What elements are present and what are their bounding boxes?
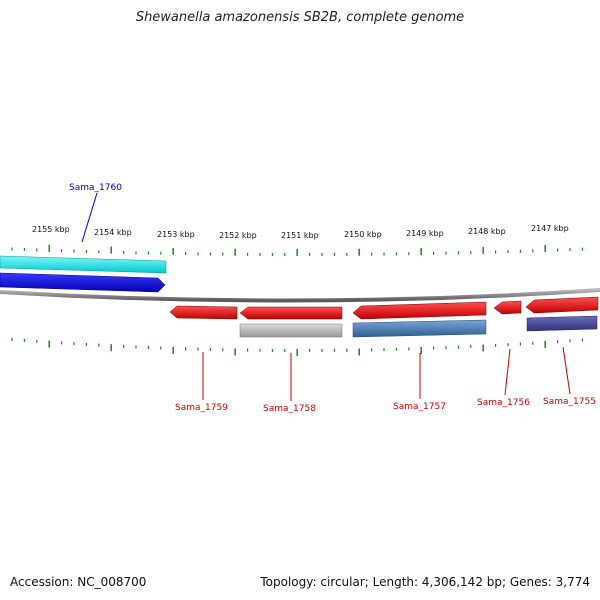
tick-label: 2150 kbp: [344, 230, 382, 239]
tick-label: 2154 kbp: [94, 228, 132, 237]
forward-strand-features: [0, 255, 167, 293]
gene-label-sama-1760[interactable]: Sama_1760: [69, 183, 122, 193]
tick-label: 2152 kbp: [219, 231, 257, 240]
feature-cds-sama-1755[interactable]: [525, 296, 599, 314]
feature-cds-sama-1757[interactable]: [352, 301, 487, 320]
leader-line: [504, 348, 511, 396]
feature-cds-sama-1759[interactable]: [169, 305, 238, 320]
tick-label: 2148 kbp: [468, 227, 506, 236]
genome-summary-text: Topology: circular; Length: 4,306,142 bp…: [260, 575, 590, 589]
feature-cds-sama-1758[interactable]: [239, 306, 343, 320]
leader-line: [562, 346, 571, 395]
genome-title: Shewanella amazonensis SB2B, complete ge…: [135, 10, 465, 25]
tick-labels: 2155 kbp 2154 kbp 2153 kbp 2152 kbp 2151…: [32, 224, 569, 240]
feature-rna-cyan[interactable]: [0, 255, 167, 274]
feature-cds-sama-1760[interactable]: [0, 272, 166, 293]
gene-label-sama-1755[interactable]: Sama_1755: [543, 397, 596, 407]
gene-labels: Sama_1760 Sama_1759 Sama_1758 Sama_1757 …: [69, 183, 596, 414]
tick-ruler-top: [11, 244, 584, 256]
tick-label: 2149 kbp: [406, 229, 444, 238]
tick-label: 2151 kbp: [281, 231, 319, 240]
gene-label-sama-1757[interactable]: Sama_1757: [393, 402, 446, 412]
tick-label: 2155 kbp: [32, 225, 70, 234]
cog-category-bars: [239, 315, 598, 338]
cog-bar-slate: [526, 315, 598, 332]
reverse-strand-features: [169, 296, 599, 320]
gene-label-sama-1758[interactable]: Sama_1758: [263, 404, 316, 414]
cog-bar-steelblue: [352, 319, 487, 338]
gene-label-sama-1759[interactable]: Sama_1759: [175, 403, 228, 413]
label-leaders: [81, 192, 571, 401]
gene-label-sama-1756[interactable]: Sama_1756: [477, 398, 530, 408]
cog-bar-grey: [239, 323, 343, 338]
leader-line: [81, 192, 98, 243]
tick-label: 2147 kbp: [531, 224, 569, 233]
genome-backbone: [0, 288, 600, 303]
feature-cds-sama-1756[interactable]: [493, 300, 522, 315]
accession-text: Accession: NC_008700: [10, 575, 147, 589]
tick-label: 2153 kbp: [157, 230, 195, 239]
tick-ruler-bottom: [11, 337, 584, 356]
